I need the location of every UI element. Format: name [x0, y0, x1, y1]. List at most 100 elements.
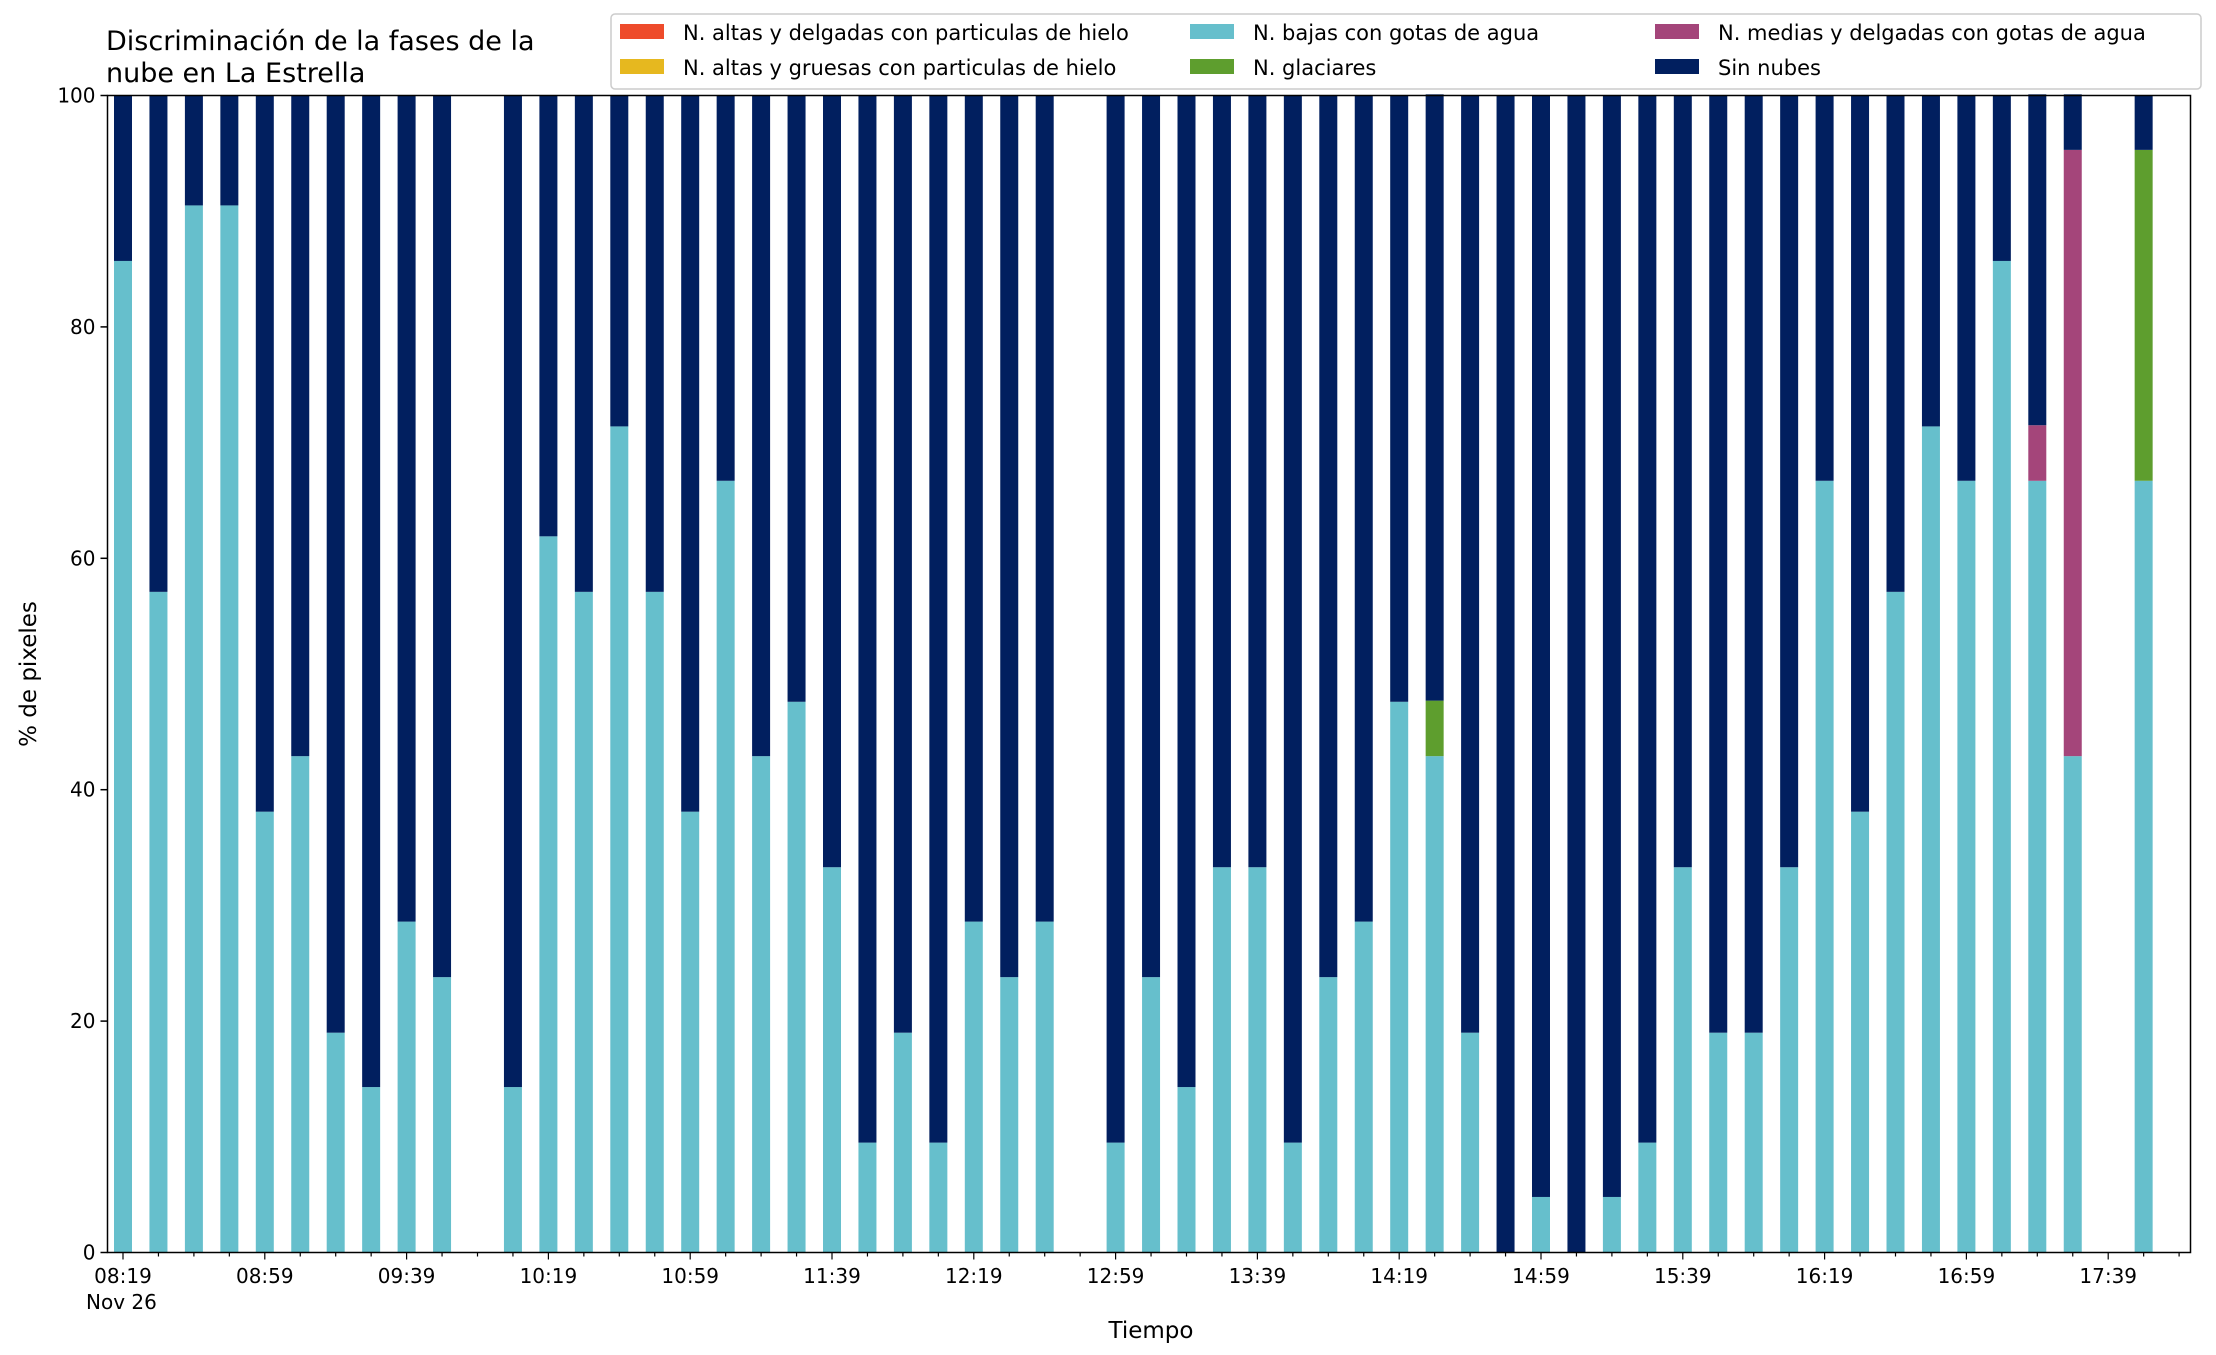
legend-swatch-medias	[1655, 24, 1699, 39]
bar-segment-bajas	[149, 591, 168, 1253]
bar-segment-bajas	[1035, 921, 1054, 1253]
x-tick-label: 10:59	[661, 1264, 719, 1288]
bar-segment-sin_nubes	[1602, 95, 1621, 1197]
x-tick-label: 15:39	[1654, 1264, 1712, 1288]
bar-segment-sin_nubes	[610, 95, 629, 427]
bars-group	[114, 94, 2153, 1253]
bar-segment-sin_nubes	[1106, 95, 1125, 1143]
bar-segment-bajas	[1886, 591, 1905, 1253]
x-tick-label: 16:59	[1938, 1264, 1996, 1288]
bar-segment-sin_nubes	[2134, 95, 2153, 150]
y-tick-label: 0	[83, 1241, 96, 1265]
x-tick-label: 09:39	[378, 1264, 436, 1288]
y-tick-label: 20	[70, 1009, 95, 1033]
bar-segment-sin_nubes	[574, 95, 593, 592]
legend-label-sin_nubes: Sin nubes	[1718, 56, 1821, 80]
bar-segment-bajas	[291, 756, 310, 1253]
bar-segment-sin_nubes	[184, 95, 203, 206]
bar-segment-bajas	[1532, 1196, 1550, 1253]
bar-segment-sin_nubes	[255, 95, 274, 812]
bar-segment-bajas	[397, 921, 416, 1253]
bar-segment-sin_nubes	[2028, 94, 2047, 426]
legend: N. altas y delgadas con particulas de hi…	[610, 13, 2202, 90]
legend-label-glaciares: N. glaciares	[1253, 56, 1376, 80]
bar-segment-bajas	[362, 1087, 381, 1253]
x-date-label: Nov 26	[86, 1290, 157, 1314]
bar-segment-sin_nubes	[2063, 94, 2082, 150]
x-tick-label: 08:59	[236, 1264, 294, 1288]
bar-segment-sin_nubes	[433, 95, 452, 978]
legend-swatch-bajas	[1190, 24, 1234, 39]
bar-segment-sin_nubes	[1992, 95, 2011, 261]
bar-segment-sin_nubes	[1567, 95, 1586, 1253]
bar-segment-sin_nubes	[1957, 95, 1976, 481]
bar-segment-sin_nubes	[752, 95, 771, 757]
bar-segment-bajas	[1390, 701, 1409, 1253]
legend-frame	[610, 13, 2202, 90]
bar-segment-bajas	[964, 921, 983, 1253]
y-tick-label: 40	[70, 778, 95, 802]
bar-segment-sin_nubes	[858, 95, 877, 1143]
chart-title-line-2: nube en La Estrella	[106, 58, 365, 89]
x-axis-label: Tiempo	[1108, 1318, 1194, 1344]
bar-segment-sin_nubes	[1177, 95, 1196, 1088]
bar-segment-bajas	[1673, 867, 1692, 1253]
bar-segment-bajas	[1992, 260, 2011, 1253]
bar-segment-sin_nubes	[645, 95, 664, 592]
bar-segment-bajas	[858, 1142, 877, 1253]
bar-segment-bajas	[1851, 811, 1870, 1253]
bar-segment-bajas	[1780, 867, 1799, 1253]
bar-segment-sin_nubes	[1709, 95, 1728, 1033]
bar-segment-bajas	[1602, 1196, 1621, 1253]
x-tick-label: 16:19	[1796, 1264, 1854, 1288]
bar-segment-sin_nubes	[397, 95, 416, 922]
bar-segment-bajas	[255, 811, 274, 1253]
legend-label-altas_gruesas: N. altas y gruesas con particulas de hie…	[683, 56, 1116, 80]
bar-segment-bajas	[1461, 1032, 1480, 1253]
bar-segment-sin_nubes	[149, 95, 168, 592]
bar-segment-sin_nubes	[1496, 95, 1515, 1253]
y-tick-label: 80	[70, 315, 95, 339]
legend-swatch-sin_nubes	[1655, 59, 1699, 74]
bar-segment-bajas	[929, 1142, 948, 1253]
bar-segment-bajas	[893, 1032, 912, 1253]
bar-segment-sin_nubes	[1851, 95, 1870, 812]
bar-segment-bajas	[1283, 1142, 1302, 1253]
legend-label-medias: N. medias y delgadas con gotas de agua	[1718, 21, 2146, 45]
bar-segment-sin_nubes	[114, 95, 132, 261]
x-tick-label: 11:39	[803, 1264, 861, 1288]
bar-segment-bajas	[503, 1087, 522, 1253]
bar-segment-bajas	[1638, 1142, 1657, 1253]
bar-segment-sin_nubes	[1283, 95, 1302, 1143]
bar-segment-bajas	[1709, 1032, 1728, 1253]
bar-segment-bajas	[823, 867, 841, 1253]
bar-segment-bajas	[1177, 1087, 1196, 1253]
bar-segment-sin_nubes	[1815, 95, 1834, 481]
bar-segment-sin_nubes	[1780, 95, 1799, 868]
chart-title-line-1: Discriminación de la fases de la	[106, 26, 535, 57]
bar-segment-bajas	[1142, 977, 1161, 1253]
x-tick-label: 08:19	[94, 1264, 152, 1288]
bar-segment-sin_nubes	[1744, 95, 1763, 1033]
bar-segment-glaciares	[1425, 700, 1444, 757]
bar-segment-bajas	[2063, 756, 2082, 1253]
bar-segment-bajas	[681, 811, 700, 1253]
x-tick-label: 10:19	[520, 1264, 578, 1288]
bar-segment-bajas	[610, 426, 629, 1253]
bar-segment-sin_nubes	[326, 95, 345, 1033]
x-tick-label: 14:59	[1512, 1264, 1570, 1288]
bar-segment-bajas	[2028, 480, 2047, 1253]
bar-segment-bajas	[645, 591, 664, 1253]
bar-segment-sin_nubes	[220, 95, 239, 206]
legend-swatch-altas_delgadas	[620, 24, 664, 39]
bar-segment-bajas	[1319, 977, 1338, 1253]
bar-segment-bajas	[326, 1032, 345, 1253]
legend-swatch-altas_gruesas	[620, 59, 664, 74]
bar-segment-sin_nubes	[539, 95, 558, 537]
bar-segment-bajas	[1744, 1032, 1763, 1253]
bar-segment-bajas	[114, 260, 132, 1253]
bar-segment-sin_nubes	[964, 95, 983, 922]
bar-segment-sin_nubes	[716, 95, 735, 481]
bar-segment-bajas	[539, 536, 558, 1253]
